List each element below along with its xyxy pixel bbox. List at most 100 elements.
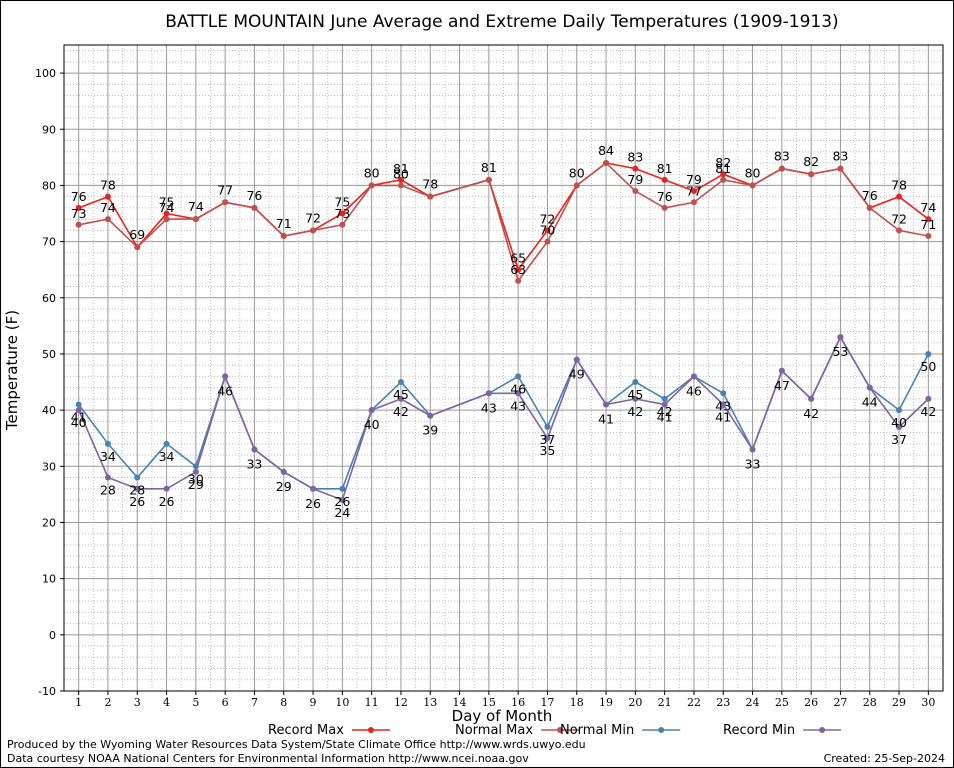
data-label: 37: [539, 432, 555, 447]
x-tick-label: 9: [310, 696, 317, 709]
x-tick-label: 14: [453, 696, 467, 709]
data-point: [661, 401, 668, 408]
data-point: [397, 395, 404, 402]
data-point: [310, 227, 317, 234]
data-label: 71: [920, 217, 936, 232]
data-label: 42: [657, 404, 673, 419]
x-tick-label: 21: [658, 696, 672, 709]
data-point: [515, 266, 522, 273]
data-label: 82: [803, 154, 819, 169]
data-label: 30: [188, 471, 204, 486]
y-tick-label: 80: [42, 179, 56, 192]
data-label: 73: [334, 206, 350, 221]
data-label: 65: [510, 251, 526, 266]
x-tick-label: 6: [222, 696, 229, 709]
data-point: [251, 204, 258, 211]
created-date: Created: 25-Sep-2024: [823, 752, 945, 765]
data-label: 77: [217, 182, 233, 197]
legend-label: Normal Min: [560, 723, 634, 738]
data-point: [134, 474, 141, 481]
data-point: [720, 401, 727, 408]
data-point: [896, 193, 903, 200]
x-tick-label: 4: [163, 696, 170, 709]
data-label: 53: [832, 344, 848, 359]
data-label: 63: [510, 262, 526, 277]
x-tick-label: 27: [833, 696, 847, 709]
data-point: [632, 165, 639, 172]
x-tick-label: 8: [280, 696, 287, 709]
data-point: [163, 440, 170, 447]
data-point: [632, 188, 639, 195]
data-point: [485, 176, 492, 183]
data-point: [837, 165, 844, 172]
data-label: 43: [715, 398, 731, 413]
x-tick-label: 1: [75, 696, 82, 709]
credit-produced-by: Produced by the Wyoming Water Resources …: [7, 738, 586, 751]
data-label: 28: [129, 483, 145, 498]
data-label: 26: [334, 494, 350, 509]
data-label: 26: [159, 494, 175, 509]
data-point: [603, 159, 610, 166]
y-tick-label: 60: [42, 292, 56, 305]
data-label: 41: [715, 410, 731, 425]
y-tick-label: 100: [35, 67, 56, 80]
data-label: 78: [100, 178, 116, 193]
data-label: 83: [774, 149, 790, 164]
data-label: 83: [627, 150, 643, 165]
data-label: 46: [686, 383, 702, 398]
series-lines: [75, 159, 932, 504]
x-tick-label: 7: [251, 696, 258, 709]
data-point: [397, 379, 404, 386]
data-label: 83: [832, 149, 848, 164]
data-point: [778, 165, 785, 172]
data-point: [368, 407, 375, 414]
data-label: 40: [891, 415, 907, 430]
y-axis-label: Temperature (F): [3, 310, 21, 431]
data-label: 41: [71, 410, 87, 425]
data-point: [690, 373, 697, 380]
data-point: [515, 390, 522, 397]
x-tick-label: 19: [599, 696, 613, 709]
data-label: 41: [598, 412, 614, 427]
data-label: 81: [393, 161, 409, 176]
data-point: [104, 216, 111, 223]
data-point: [925, 232, 932, 239]
data-label: 74: [100, 200, 116, 215]
x-tick-label: 5: [192, 696, 199, 709]
plot-frame: [63, 44, 944, 692]
data-label: 69: [129, 227, 145, 242]
y-tick-label: 50: [42, 348, 56, 361]
x-tick-label: 15: [482, 696, 496, 709]
data-point: [192, 468, 199, 475]
data-point: [310, 485, 317, 492]
data-point: [397, 182, 404, 189]
legend-label: Normal Max: [455, 723, 533, 738]
data-point: [427, 193, 434, 200]
data-label: 75: [159, 195, 175, 210]
data-point: [134, 485, 141, 492]
data-label: 33: [246, 456, 262, 471]
y-tick-label: 30: [42, 460, 56, 473]
data-label: 70: [539, 223, 555, 238]
legend: Record Max Normal Max Normal Min Record Min: [268, 723, 842, 738]
data-point: [163, 210, 170, 217]
x-tick-label: 2: [104, 696, 111, 709]
data-label: 40: [364, 417, 380, 432]
data-point: [339, 497, 346, 504]
x-tick-label: 18: [570, 696, 584, 709]
data-label: 46: [217, 383, 233, 398]
data-label: 47: [774, 378, 790, 393]
data-label: 34: [159, 449, 175, 464]
data-point: [75, 407, 82, 414]
data-label: 72: [305, 210, 321, 225]
data-label: 49: [569, 367, 585, 382]
data-point: [632, 379, 639, 386]
data-label: 42: [920, 404, 936, 419]
data-point: [603, 401, 610, 408]
data-point: [397, 176, 404, 183]
data-label: 77: [686, 183, 702, 198]
x-axis-label: Day of Month: [452, 707, 553, 725]
x-tick-label: 29: [892, 696, 906, 709]
